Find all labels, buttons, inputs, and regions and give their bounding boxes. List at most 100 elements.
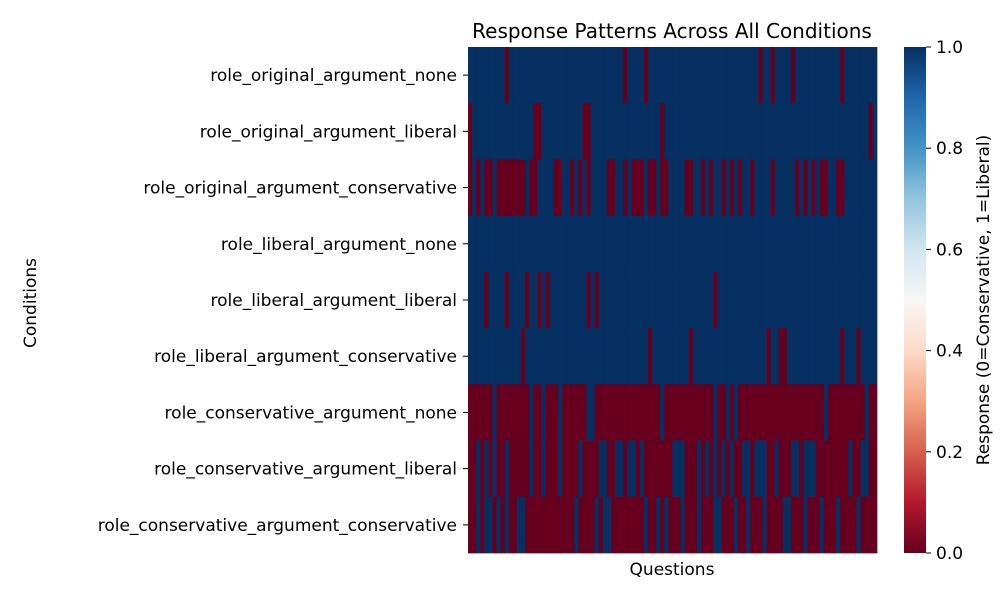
- heatmap-cell: [827, 271, 833, 329]
- heatmap-cell: [766, 159, 772, 217]
- heatmap-cell: [562, 440, 567, 498]
- heatmap-cell: [533, 384, 538, 441]
- heatmap-cell: [635, 47, 641, 104]
- heatmap-cell: [492, 328, 497, 385]
- heatmap-cell: [623, 47, 628, 104]
- heatmap-cell: [517, 215, 522, 273]
- heatmap-cell: [725, 159, 731, 217]
- heatmap-cell: [836, 496, 841, 554]
- heatmap-cell: [844, 384, 849, 441]
- heatmap-cell: [680, 384, 686, 441]
- heatmap-cell: [787, 271, 792, 329]
- heatmap-cell: [480, 328, 485, 385]
- heatmap-cell: [860, 159, 866, 217]
- heatmap-cell: [553, 215, 559, 273]
- heatmap-cell: [619, 496, 624, 554]
- heatmap-cell: [647, 271, 653, 329]
- heatmap-cell: [823, 440, 829, 498]
- heatmap-cell: [709, 159, 714, 217]
- heatmap-cell: [697, 328, 702, 385]
- heatmap-cell: [815, 496, 821, 554]
- heatmap-cell: [468, 215, 473, 273]
- heatmap-cell: [647, 384, 653, 441]
- heatmap-cell: [856, 47, 861, 104]
- heatmap-cell: [545, 328, 551, 385]
- heatmap-cell: [676, 440, 682, 498]
- heatmap-cell: [647, 328, 653, 385]
- heatmap-cell: [631, 328, 637, 385]
- heatmap-cell: [692, 384, 698, 441]
- heatmap-cell: [688, 496, 694, 554]
- heatmap-cell: [684, 496, 690, 554]
- heatmap-cell: [496, 159, 502, 217]
- heatmap-cell: [668, 47, 673, 104]
- heatmap-cell: [729, 384, 735, 441]
- heatmap-cell: [787, 384, 792, 441]
- heatmap-cell: [553, 496, 559, 554]
- heatmap-cell: [766, 384, 772, 441]
- heatmap-cell: [762, 384, 767, 441]
- heatmap-cell: [766, 496, 772, 554]
- heatmap-cell: [468, 103, 473, 160]
- heatmap-cell: [697, 159, 702, 217]
- heatmap-cell: [533, 215, 538, 273]
- heatmap-cell: [823, 384, 829, 441]
- heatmap-cell: [811, 271, 816, 329]
- heatmap-cell: [557, 440, 563, 498]
- heatmap-cell: [713, 384, 718, 441]
- heatmap-cell: [602, 103, 608, 160]
- heatmap-cell: [746, 159, 751, 217]
- heatmap-cell: [529, 328, 534, 385]
- heatmap-cell: [729, 103, 735, 160]
- heatmap-cell: [774, 440, 780, 498]
- heatmap-cell: [684, 440, 690, 498]
- heatmap-cell: [844, 215, 849, 273]
- heatmap-cell: [598, 47, 604, 104]
- heatmap-cell: [582, 215, 587, 273]
- heatmap-cell: [852, 440, 857, 498]
- heatmap-cell: [815, 159, 821, 217]
- heatmap-cell: [758, 159, 763, 217]
- heatmap-cell: [533, 496, 538, 554]
- heatmap-cell: [672, 47, 677, 104]
- heatmap-cell: [733, 271, 739, 329]
- heatmap-cell: [611, 159, 616, 217]
- heatmap-cell: [472, 328, 477, 385]
- heatmap-cell: [484, 384, 489, 441]
- heatmap-cell: [791, 159, 796, 217]
- heatmap-cell: [676, 103, 682, 160]
- heatmap-cell: [647, 215, 653, 273]
- heatmap-row: [468, 159, 878, 217]
- heatmap-cell: [525, 215, 530, 273]
- heatmap-cell: [623, 103, 628, 160]
- heatmap-cell: [578, 103, 583, 160]
- heatmap-cell: [782, 328, 788, 385]
- heatmap-cell: [656, 271, 661, 329]
- heatmap-cell: [672, 271, 677, 329]
- heatmap-cell: [627, 215, 632, 273]
- heatmap-cell: [643, 440, 649, 498]
- heatmap-cell: [713, 496, 718, 554]
- heatmap-cell: [807, 440, 812, 498]
- heatmap-cell: [827, 328, 833, 385]
- heatmap-cell: [684, 271, 690, 329]
- y-tick-label: role_original_argument_conservative: [143, 179, 457, 199]
- heatmap-cell: [492, 47, 497, 104]
- heatmap-cell: [582, 47, 587, 104]
- heatmap-cell: [782, 215, 788, 273]
- heatmap-cell: [570, 440, 575, 498]
- heatmap-cell: [848, 103, 853, 160]
- heatmap-cell: [787, 440, 792, 498]
- heatmap-cell: [832, 159, 837, 217]
- heatmap-cell: [529, 103, 534, 160]
- heatmap-cell: [733, 384, 739, 441]
- heatmap-cell: [782, 496, 788, 554]
- heatmap-cell: [770, 103, 776, 160]
- heatmap-cell: [492, 440, 497, 498]
- heatmap-cell: [848, 47, 853, 104]
- heatmap-cell: [729, 328, 735, 385]
- heatmap-cell: [688, 159, 694, 217]
- heatmap-cell: [725, 496, 731, 554]
- heatmap-cell: [590, 103, 596, 160]
- heatmap-cell: [533, 47, 538, 104]
